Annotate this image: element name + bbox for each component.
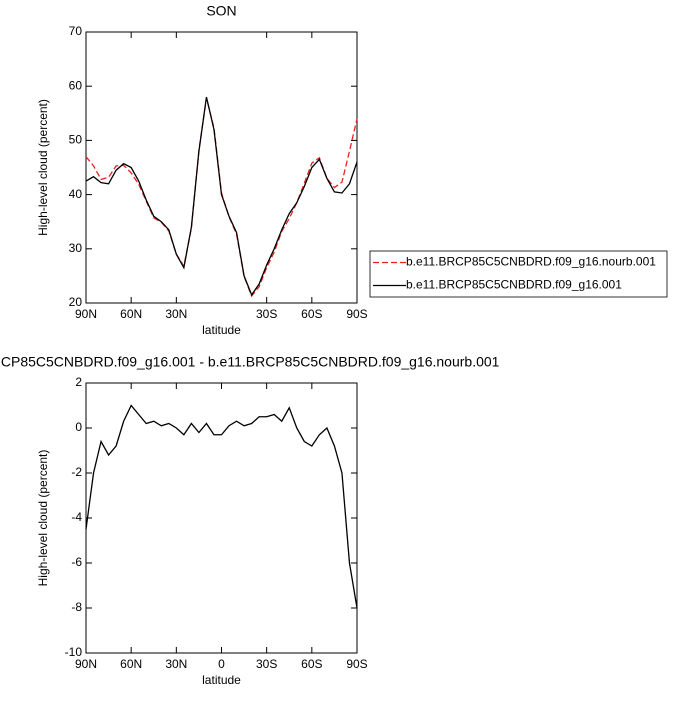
x-tick-label: 90N <box>75 307 97 321</box>
y-tick-label: -10 <box>65 645 83 659</box>
x-tick-label: 30S <box>256 657 277 671</box>
chart-title: SON <box>206 3 236 19</box>
y-tick-label: 20 <box>69 295 83 309</box>
y-tick-label: 40 <box>69 187 83 201</box>
y-tick-label: -4 <box>71 510 82 524</box>
y-axis-label: High-level cloud (percent) <box>36 99 50 236</box>
chart-title: b.e11.BRCP85C5CNBDRD.f09_g16.001 - b.e11… <box>0 354 500 370</box>
x-axis-label: latitude <box>202 323 241 337</box>
x-tick-label: 60N <box>120 307 142 321</box>
x-tick-label: 60S <box>301 657 322 671</box>
y-tick-label: -8 <box>71 600 82 614</box>
y-tick-label: 70 <box>69 24 83 38</box>
data-line <box>85 96 358 297</box>
y-tick-label: 30 <box>69 241 83 255</box>
data-line <box>85 97 358 298</box>
plot-frame <box>85 31 358 304</box>
x-tick-label: 60N <box>120 657 142 671</box>
x-tick-label: 30N <box>165 307 187 321</box>
data-line <box>85 404 358 609</box>
y-tick-label: -6 <box>71 555 82 569</box>
y-tick-label: 60 <box>69 78 83 92</box>
y-tick-label: 0 <box>75 420 82 434</box>
y-tick-label: 2 <box>75 375 82 389</box>
x-tick-label: 30N <box>165 657 187 671</box>
x-tick-label: 90S <box>346 657 367 671</box>
y-tick-label: 50 <box>69 133 83 147</box>
x-axis-label: latitude <box>202 673 241 687</box>
plot-frame <box>85 382 358 654</box>
y-axis-label: High-level cloud (percent) <box>36 450 50 587</box>
legend-box <box>369 250 668 298</box>
x-tick-label: 0 <box>218 657 225 671</box>
x-tick-label: 90N <box>75 657 97 671</box>
x-tick-label: 90S <box>346 307 367 321</box>
x-tick-label: 60S <box>301 307 322 321</box>
x-tick-label: 30S <box>256 307 277 321</box>
legend-label: b.e11.BRCP85C5CNBDRD.f09_g16.nourb.001 <box>406 255 656 269</box>
legend-label: b.e11.BRCP85C5CNBDRD.f09_g16.001 <box>406 278 622 292</box>
y-tick-label: -2 <box>71 465 82 479</box>
